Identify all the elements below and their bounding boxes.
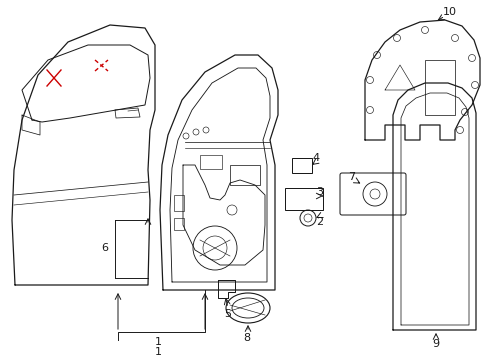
Text: 5: 5: [224, 309, 231, 319]
Bar: [200, 155, 222, 169]
Bar: [424, 60, 454, 115]
Text: 7: 7: [348, 172, 355, 182]
Text: 2: 2: [316, 217, 323, 227]
Bar: [229, 165, 260, 185]
Bar: [174, 195, 183, 211]
Text: 8: 8: [243, 333, 250, 343]
Bar: [291, 158, 311, 173]
Text: 1: 1: [154, 337, 161, 347]
Text: 1: 1: [154, 347, 161, 357]
Text: 3: 3: [316, 187, 323, 197]
Text: 10: 10: [442, 7, 456, 17]
Text: 6: 6: [102, 243, 108, 253]
Text: 9: 9: [431, 339, 439, 349]
Text: 4: 4: [312, 153, 319, 163]
Bar: [174, 218, 183, 230]
